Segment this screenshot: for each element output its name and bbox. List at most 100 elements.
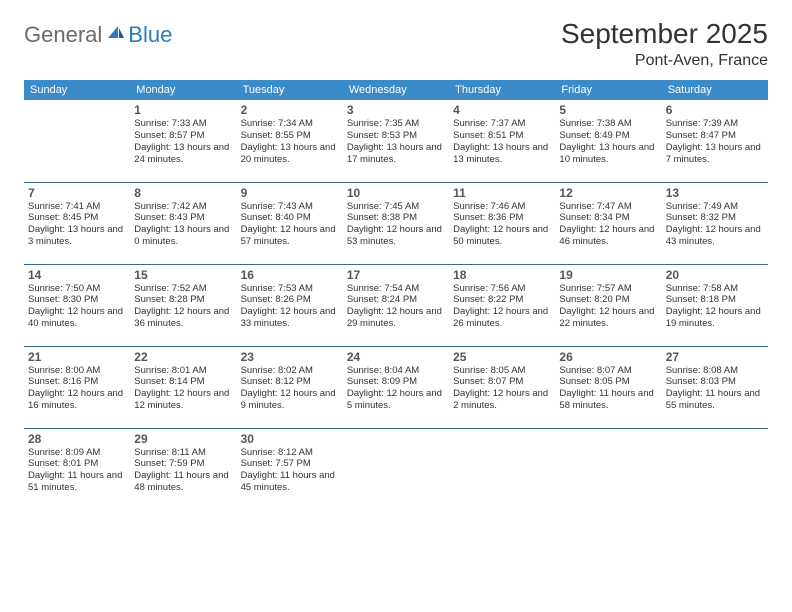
sunrise-text: Sunrise: 7:35 AM [347, 118, 445, 130]
sunset-text: Sunset: 8:43 PM [134, 212, 232, 224]
sunrise-text: Sunrise: 8:05 AM [453, 365, 551, 377]
day-number: 17 [347, 268, 445, 282]
day-number: 26 [559, 350, 657, 364]
day-info: Sunrise: 7:35 AMSunset: 8:53 PMDaylight:… [347, 118, 445, 166]
calendar-cell: 28Sunrise: 8:09 AMSunset: 8:01 PMDayligh… [24, 428, 130, 510]
calendar-cell: 11Sunrise: 7:46 AMSunset: 8:36 PMDayligh… [449, 182, 555, 264]
sunrise-text: Sunrise: 7:41 AM [28, 201, 126, 213]
calendar-cell: 8Sunrise: 7:42 AMSunset: 8:43 PMDaylight… [130, 182, 236, 264]
calendar-row: 1Sunrise: 7:33 AMSunset: 8:57 PMDaylight… [24, 100, 768, 182]
calendar-body: 1Sunrise: 7:33 AMSunset: 8:57 PMDaylight… [24, 100, 768, 510]
sunrise-text: Sunrise: 7:45 AM [347, 201, 445, 213]
calendar-cell: 4Sunrise: 7:37 AMSunset: 8:51 PMDaylight… [449, 100, 555, 182]
sunrise-text: Sunrise: 7:52 AM [134, 283, 232, 295]
sunset-text: Sunset: 8:49 PM [559, 130, 657, 142]
sunrise-text: Sunrise: 7:47 AM [559, 201, 657, 213]
daylight-text: Daylight: 13 hours and 17 minutes. [347, 142, 445, 166]
sunset-text: Sunset: 8:38 PM [347, 212, 445, 224]
day-info: Sunrise: 8:00 AMSunset: 8:16 PMDaylight:… [28, 365, 126, 413]
calendar-cell: 23Sunrise: 8:02 AMSunset: 8:12 PMDayligh… [237, 346, 343, 428]
day-info: Sunrise: 7:47 AMSunset: 8:34 PMDaylight:… [559, 201, 657, 249]
weekday-header: Sunday [24, 80, 130, 100]
day-info: Sunrise: 7:43 AMSunset: 8:40 PMDaylight:… [241, 201, 339, 249]
day-number: 5 [559, 103, 657, 117]
sunrise-text: Sunrise: 8:08 AM [666, 365, 764, 377]
day-number: 7 [28, 186, 126, 200]
calendar-cell: 16Sunrise: 7:53 AMSunset: 8:26 PMDayligh… [237, 264, 343, 346]
day-number: 22 [134, 350, 232, 364]
calendar-cell: 7Sunrise: 7:41 AMSunset: 8:45 PMDaylight… [24, 182, 130, 264]
calendar-cell: 9Sunrise: 7:43 AMSunset: 8:40 PMDaylight… [237, 182, 343, 264]
day-number: 12 [559, 186, 657, 200]
sunset-text: Sunset: 8:01 PM [28, 458, 126, 470]
sunrise-text: Sunrise: 7:53 AM [241, 283, 339, 295]
day-info: Sunrise: 8:09 AMSunset: 8:01 PMDaylight:… [28, 447, 126, 495]
day-number: 9 [241, 186, 339, 200]
day-number: 30 [241, 432, 339, 446]
sunrise-text: Sunrise: 7:56 AM [453, 283, 551, 295]
daylight-text: Daylight: 13 hours and 24 minutes. [134, 142, 232, 166]
day-number: 28 [28, 432, 126, 446]
sunset-text: Sunset: 8:18 PM [666, 294, 764, 306]
sunrise-text: Sunrise: 7:34 AM [241, 118, 339, 130]
calendar-cell: 3Sunrise: 7:35 AMSunset: 8:53 PMDaylight… [343, 100, 449, 182]
calendar-cell: 2Sunrise: 7:34 AMSunset: 8:55 PMDaylight… [237, 100, 343, 182]
daylight-text: Daylight: 11 hours and 58 minutes. [559, 388, 657, 412]
daylight-text: Daylight: 11 hours and 51 minutes. [28, 470, 126, 494]
sunrise-text: Sunrise: 8:02 AM [241, 365, 339, 377]
day-info: Sunrise: 8:07 AMSunset: 8:05 PMDaylight:… [559, 365, 657, 413]
calendar-cell-empty [662, 428, 768, 510]
day-info: Sunrise: 7:54 AMSunset: 8:24 PMDaylight:… [347, 283, 445, 331]
sunset-text: Sunset: 7:57 PM [241, 458, 339, 470]
day-info: Sunrise: 7:41 AMSunset: 8:45 PMDaylight:… [28, 201, 126, 249]
day-number: 20 [666, 268, 764, 282]
sunrise-text: Sunrise: 7:54 AM [347, 283, 445, 295]
day-info: Sunrise: 8:11 AMSunset: 7:59 PMDaylight:… [134, 447, 232, 495]
day-info: Sunrise: 7:34 AMSunset: 8:55 PMDaylight:… [241, 118, 339, 166]
sunset-text: Sunset: 8:03 PM [666, 376, 764, 388]
sunrise-text: Sunrise: 8:12 AM [241, 447, 339, 459]
daylight-text: Daylight: 12 hours and 12 minutes. [134, 388, 232, 412]
sunrise-text: Sunrise: 7:49 AM [666, 201, 764, 213]
calendar-cell: 22Sunrise: 8:01 AMSunset: 8:14 PMDayligh… [130, 346, 236, 428]
calendar-cell: 25Sunrise: 8:05 AMSunset: 8:07 PMDayligh… [449, 346, 555, 428]
brand-logo: General Blue [24, 22, 172, 48]
daylight-text: Daylight: 11 hours and 48 minutes. [134, 470, 232, 494]
daylight-text: Daylight: 13 hours and 10 minutes. [559, 142, 657, 166]
sunset-text: Sunset: 8:16 PM [28, 376, 126, 388]
sunset-text: Sunset: 8:24 PM [347, 294, 445, 306]
day-info: Sunrise: 8:12 AMSunset: 7:57 PMDaylight:… [241, 447, 339, 495]
weekday-header: Friday [555, 80, 661, 100]
sunrise-text: Sunrise: 7:50 AM [28, 283, 126, 295]
calendar-cell-empty [555, 428, 661, 510]
calendar-table: SundayMondayTuesdayWednesdayThursdayFrid… [24, 80, 768, 510]
calendar-row: 28Sunrise: 8:09 AMSunset: 8:01 PMDayligh… [24, 428, 768, 510]
calendar-row: 7Sunrise: 7:41 AMSunset: 8:45 PMDaylight… [24, 182, 768, 264]
sunrise-text: Sunrise: 8:11 AM [134, 447, 232, 459]
sunrise-text: Sunrise: 8:09 AM [28, 447, 126, 459]
daylight-text: Daylight: 12 hours and 9 minutes. [241, 388, 339, 412]
day-number: 19 [559, 268, 657, 282]
sunset-text: Sunset: 8:26 PM [241, 294, 339, 306]
sunrise-text: Sunrise: 7:58 AM [666, 283, 764, 295]
daylight-text: Daylight: 13 hours and 3 minutes. [28, 224, 126, 248]
daylight-text: Daylight: 12 hours and 19 minutes. [666, 306, 764, 330]
sunset-text: Sunset: 8:36 PM [453, 212, 551, 224]
sunset-text: Sunset: 8:05 PM [559, 376, 657, 388]
sunset-text: Sunset: 8:30 PM [28, 294, 126, 306]
sunset-text: Sunset: 8:53 PM [347, 130, 445, 142]
brand-part2: Blue [128, 22, 172, 48]
day-info: Sunrise: 7:56 AMSunset: 8:22 PMDaylight:… [453, 283, 551, 331]
day-number: 15 [134, 268, 232, 282]
sail-icon [106, 24, 126, 40]
day-number: 13 [666, 186, 764, 200]
day-info: Sunrise: 7:49 AMSunset: 8:32 PMDaylight:… [666, 201, 764, 249]
day-info: Sunrise: 7:52 AMSunset: 8:28 PMDaylight:… [134, 283, 232, 331]
calendar-cell: 26Sunrise: 8:07 AMSunset: 8:05 PMDayligh… [555, 346, 661, 428]
day-info: Sunrise: 8:02 AMSunset: 8:12 PMDaylight:… [241, 365, 339, 413]
sunrise-text: Sunrise: 7:46 AM [453, 201, 551, 213]
day-number: 21 [28, 350, 126, 364]
day-number: 8 [134, 186, 232, 200]
sunrise-text: Sunrise: 7:57 AM [559, 283, 657, 295]
daylight-text: Daylight: 12 hours and 5 minutes. [347, 388, 445, 412]
